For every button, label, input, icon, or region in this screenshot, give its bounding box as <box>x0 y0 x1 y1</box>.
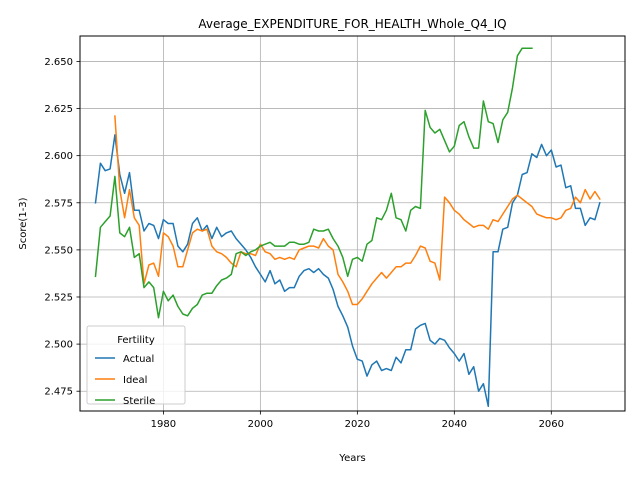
x-tick-label: 2060 <box>539 419 564 430</box>
x-tick-label: 1980 <box>151 419 176 430</box>
y-tick-label: 2.475 <box>44 387 73 398</box>
legend-label-sterile: Sterile <box>123 396 155 407</box>
x-axis-label: Years <box>338 453 365 464</box>
axis-ticks: 1980 2000 2020 2040 2060 2.475 2.500 2.525 2.550… <box>44 57 564 430</box>
legend-title: Fertility <box>117 335 155 346</box>
y-tick-label: 2.600 <box>44 151 73 162</box>
plot-frame <box>79 35 626 412</box>
series-lines <box>94 47 601 408</box>
y-tick-label: 2.525 <box>44 292 73 303</box>
legend: Fertility Actual Ideal Sterile <box>86 325 186 407</box>
y-axis-label: Score(1-3) <box>18 197 29 249</box>
legend-label-actual: Actual <box>123 354 154 365</box>
chart-title: Average_EXPENDITURE_FOR_HEALTH_Whole_Q4_… <box>198 17 506 31</box>
legend-label-ideal: Ideal <box>123 375 147 386</box>
y-tick-label: 2.625 <box>44 104 73 115</box>
legend-box <box>86 325 186 405</box>
series-line-sterile <box>94 47 533 319</box>
x-tick-label: 2040 <box>442 419 467 430</box>
x-tick-label: 2000 <box>248 419 273 430</box>
y-tick-label: 2.500 <box>44 340 73 351</box>
x-tick-label: 2020 <box>345 419 370 430</box>
y-tick-label: 2.650 <box>44 57 73 68</box>
y-tick-label: 2.550 <box>44 245 73 256</box>
series-line-ideal <box>114 115 601 306</box>
series-line-actual <box>94 134 601 408</box>
y-tick-label: 2.575 <box>44 198 73 209</box>
